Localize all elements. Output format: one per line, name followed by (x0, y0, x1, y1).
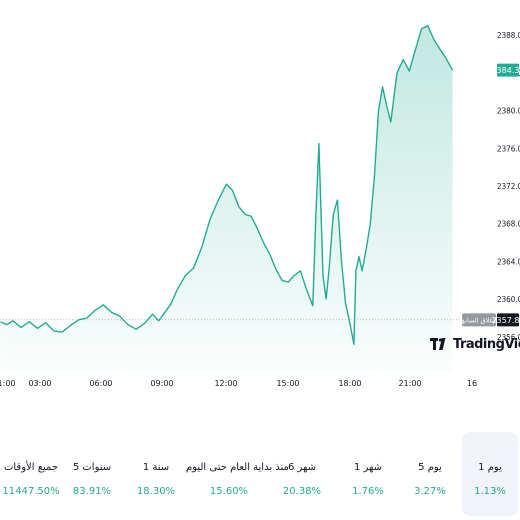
price-tick-label: 2380.00 (497, 107, 520, 116)
period-label: جميع الأوقات (3, 462, 59, 473)
tradingview-wordmark: TradingView (453, 336, 520, 352)
price-tick-label: 2388.00 (497, 31, 520, 40)
period-5-day[interactable]: 5 يوم 3.27% (402, 432, 458, 516)
time-tick-label: 18:00 (338, 379, 361, 388)
price-tick-label: 2368.00 (497, 220, 520, 229)
last-price-badge: 2384.30 (491, 63, 520, 77)
previous-close-value: 2357.80 (491, 316, 520, 325)
period-1-day[interactable]: 1 يوم 1.13% (462, 432, 518, 516)
time-tick-label: 03:00 (28, 379, 51, 388)
price-chart[interactable]: 2388.002384.002380.002376.002372.002368.… (0, 0, 520, 400)
previous-close-badge: الإغلاق السابق 2357.80 (460, 313, 520, 327)
period-label: 1 شهر (353, 462, 383, 473)
previous-close-label: الإغلاق السابق (460, 316, 499, 324)
period-change: 15.60% (209, 486, 249, 497)
price-tick-label: 2360.00 (497, 295, 520, 304)
time-tick-label: 06:00 (89, 379, 112, 388)
price-line (0, 25, 454, 345)
period-1-year[interactable]: 1 سنة 18.30% (128, 432, 184, 516)
period-change: 18.30% (136, 486, 176, 497)
time-axis[interactable]: 01:00 03:00 06:00 09:00 12:00 15:00 18:00 21:00… (0, 379, 477, 388)
price-area-fill (0, 25, 453, 373)
time-tick-label: 12:00 (214, 379, 237, 388)
period-label: 1 يوم (478, 462, 502, 473)
price-tick-label: 2356.00 (497, 333, 520, 342)
last-price-label: 2384.30 (491, 66, 520, 75)
period-change: 20.38% (282, 486, 322, 497)
period-label: 1 سنة (142, 462, 170, 473)
tradingview-logo[interactable]: TradingView (430, 333, 520, 355)
period-label: 5 سنوات (72, 462, 112, 473)
period-change: 11447.50% (2, 486, 60, 497)
period-label: 6 شهر (287, 462, 317, 473)
period-change: 1.13% (474, 486, 506, 497)
period-change: 1.76% (352, 486, 384, 497)
period-change: 3.27% (414, 486, 446, 497)
time-tick-label: 01:00 (0, 379, 16, 388)
period-ytd[interactable]: منذ بداية العام حتى اليوم 15.60% (186, 432, 289, 516)
period-1-month[interactable]: 1 شهر 1.76% (340, 432, 396, 516)
time-tick-label: 09:00 (150, 379, 173, 388)
period-label: 5 يوم (418, 462, 442, 473)
price-tick-label: 2372.00 (497, 182, 520, 191)
period-all-time[interactable]: جميع الأوقات 11447.50% (0, 432, 62, 516)
period-change: 83.91% (72, 486, 112, 497)
time-tick-label: 21:00 (398, 379, 421, 388)
period-label: منذ بداية العام حتى اليوم (186, 462, 289, 473)
price-tick-label: 2376.00 (497, 144, 520, 153)
time-tick-label: 16 (467, 379, 477, 388)
period-6-month[interactable]: 6 شهر 20.38% (274, 432, 330, 516)
price-axis[interactable]: 2388.002384.002380.002376.002372.002368.… (497, 31, 520, 342)
performance-periods: 1 يوم 1.13% 5 يوم 3.27% 1 شهر 1.76% 6 شه… (0, 432, 520, 516)
price-tick-label: 2364.00 (497, 257, 520, 266)
period-5-years[interactable]: 5 سنوات 83.91% (64, 432, 120, 516)
time-tick-label: 15:00 (276, 379, 299, 388)
tradingview-logo-icon (430, 337, 446, 350)
